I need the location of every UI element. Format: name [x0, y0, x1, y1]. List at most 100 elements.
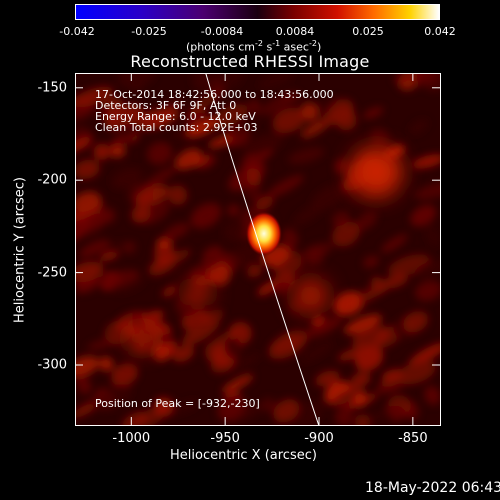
image-ripple	[95, 107, 113, 118]
image-ripple	[224, 336, 243, 360]
image-ripple	[335, 163, 347, 174]
image-ripple	[387, 405, 405, 423]
image-ripple	[198, 155, 216, 169]
y-tick-label: -300	[37, 357, 67, 373]
image-ripple	[402, 400, 419, 420]
image-ripple	[116, 278, 146, 294]
image-ripple	[261, 94, 290, 116]
image-ripple	[143, 167, 176, 189]
image-ripple	[414, 181, 440, 200]
y-tick-label: -150	[37, 80, 67, 96]
image-ripple	[222, 374, 254, 393]
image-ripple	[98, 269, 140, 289]
image-ripple	[76, 200, 104, 224]
image-ripple	[350, 371, 371, 388]
y-tick-label: -250	[37, 265, 67, 281]
image-ripple	[332, 387, 364, 404]
image-ripple	[370, 127, 389, 148]
plot-title: Reconstructed RHESSI Image	[130, 52, 370, 71]
image-ripple	[110, 144, 126, 158]
image-ripple	[257, 280, 279, 296]
image-ripple	[213, 74, 244, 90]
colorbar-tick-label: 0.042	[424, 25, 456, 38]
emission-patch	[350, 145, 403, 198]
image-ripple	[159, 100, 183, 115]
image-ripple	[243, 133, 284, 156]
image-ripple	[315, 370, 340, 387]
image-ripple	[301, 102, 318, 122]
image-ripple	[76, 356, 100, 378]
emission-patch	[292, 277, 329, 314]
image-ripple	[409, 342, 440, 366]
image-ripple	[270, 337, 302, 352]
image-ripple	[232, 118, 259, 139]
image-ripple	[152, 343, 170, 362]
solar-limb-line	[205, 74, 320, 425]
image-ripple	[281, 228, 299, 249]
image-ripple	[333, 291, 364, 316]
image-ripple	[272, 107, 306, 134]
image-ripple	[260, 398, 276, 412]
image-ripple	[331, 221, 360, 247]
image-plot-area	[75, 73, 441, 426]
emission-peak	[245, 211, 282, 256]
image-ripple	[302, 242, 333, 259]
image-ripple	[344, 314, 382, 335]
image-ripple	[163, 222, 190, 241]
image-ripple	[186, 118, 218, 138]
image-ripple	[76, 159, 100, 180]
image-ripple	[208, 135, 233, 149]
image-ripple	[167, 185, 188, 205]
image-ripple	[86, 337, 120, 351]
image-ripple	[255, 195, 274, 210]
image-ripple	[245, 184, 263, 203]
annotation-time-range: 17-Oct-2014 18:42:56.000 to 18:43:56.000	[95, 88, 334, 101]
image-ripple	[111, 363, 139, 386]
image-ripple	[354, 211, 378, 231]
image-ripple	[354, 345, 384, 371]
image-ripple	[426, 225, 440, 247]
image-ripple	[422, 74, 440, 92]
image-ripple	[135, 185, 169, 206]
image-ripple	[201, 251, 222, 269]
image-ripple	[156, 237, 169, 249]
image-ripple	[246, 168, 262, 187]
image-ripple	[414, 260, 440, 278]
colorbar-units: (photons cm-2 s-1 asec-2)	[186, 39, 322, 54]
x-tick-label: -900	[304, 431, 334, 446]
x-axis-title: Heliocentric X (arcsec)	[170, 448, 317, 463]
image-ripple	[163, 249, 191, 266]
image-ripple	[93, 143, 111, 161]
image-ripple	[131, 204, 152, 223]
image-ripple	[173, 345, 195, 363]
image-ripple	[274, 282, 290, 295]
image-ripple	[258, 74, 294, 90]
annotation-detectors: Detectors: 3F 6F 9F, Att 0	[95, 99, 237, 112]
annotation-energy-range: Energy Range: 6.0 - 12.0 keV	[95, 110, 256, 123]
image-ripple	[78, 239, 110, 258]
colorbar	[75, 4, 440, 20]
image-ripple	[247, 264, 262, 278]
image-ripple	[331, 210, 350, 226]
image-ripple	[192, 74, 213, 92]
colorbar-tick-label: 0.025	[352, 25, 384, 38]
image-ripple	[227, 353, 261, 373]
image-ripple	[381, 234, 408, 253]
y-tick-label: -200	[37, 172, 67, 188]
image-ripple	[424, 385, 440, 405]
annotation-peak-position: Position of Peak = [-932,-230]	[95, 397, 260, 410]
colorbar-tick-label: -0.025	[131, 25, 167, 38]
image-ripple	[273, 399, 300, 423]
image-ripple	[223, 221, 248, 243]
colorbar-tick-label: -0.0084	[200, 25, 244, 38]
image-ripple	[292, 400, 324, 425]
emission-patch	[127, 324, 156, 353]
image-ripple	[106, 104, 144, 128]
image-ripple	[207, 262, 231, 286]
image-ripple	[304, 316, 343, 339]
image-ripple	[135, 407, 166, 425]
image-ripple	[76, 86, 113, 108]
image-ripple	[189, 89, 224, 113]
image-ripple	[358, 281, 396, 303]
y-axis-title: Heliocentric Y (arcsec)	[12, 177, 28, 323]
